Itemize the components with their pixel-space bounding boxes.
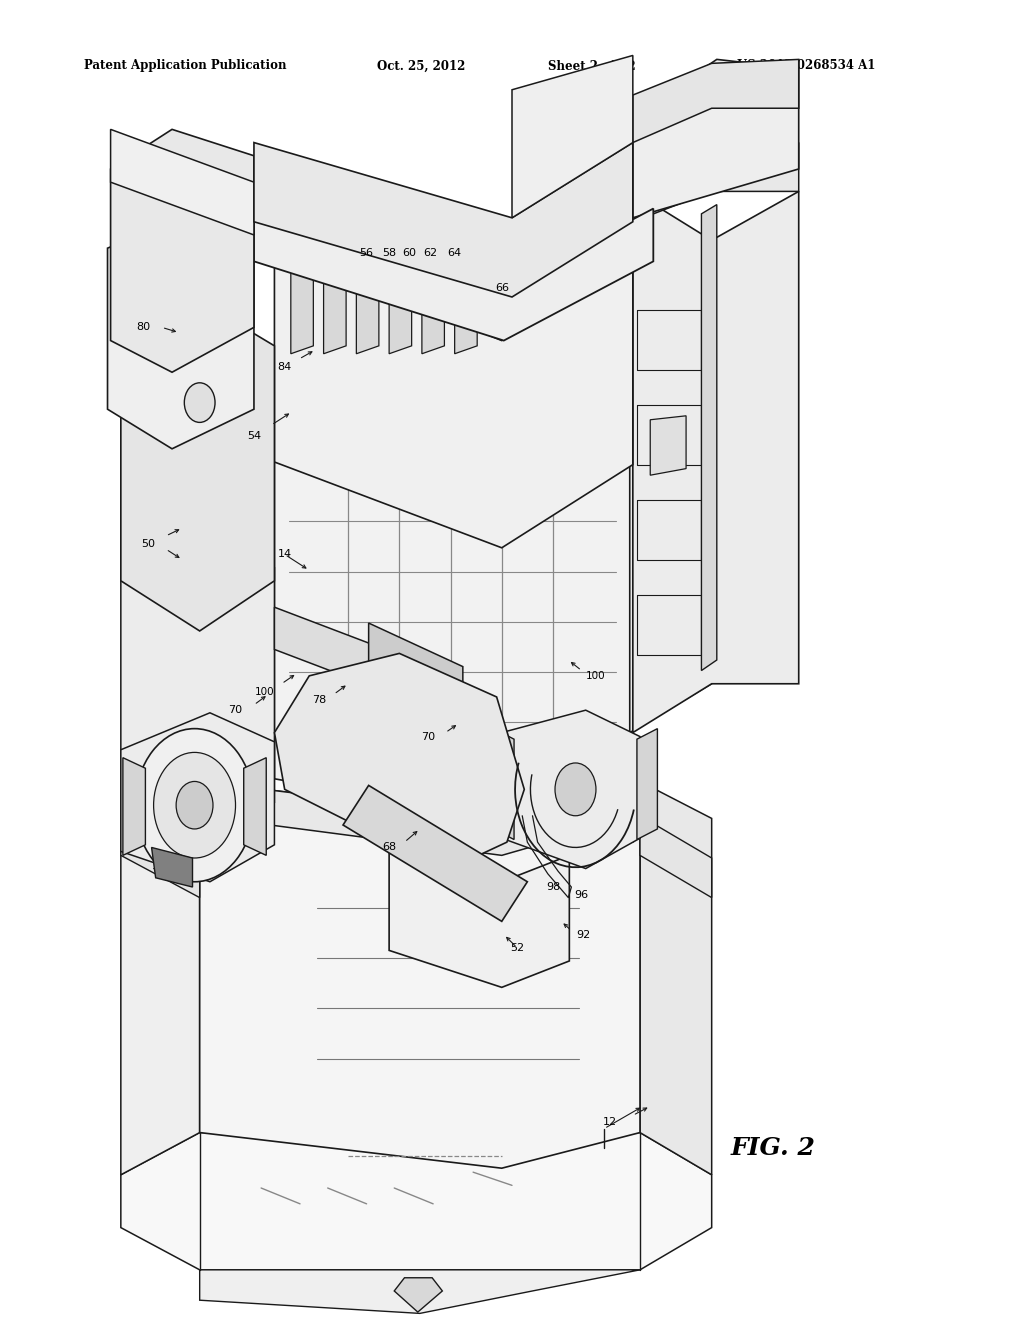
- Text: 62: 62: [423, 248, 437, 259]
- Polygon shape: [274, 607, 399, 697]
- Text: 96: 96: [574, 890, 589, 900]
- Polygon shape: [111, 129, 254, 235]
- Polygon shape: [244, 758, 266, 855]
- Polygon shape: [640, 781, 712, 1175]
- Polygon shape: [422, 253, 444, 354]
- Polygon shape: [121, 781, 200, 1175]
- Polygon shape: [274, 248, 633, 548]
- Polygon shape: [121, 1133, 712, 1270]
- Text: 58: 58: [382, 248, 396, 259]
- Polygon shape: [200, 781, 640, 1168]
- Polygon shape: [121, 816, 200, 898]
- Circle shape: [176, 781, 213, 829]
- Polygon shape: [633, 59, 799, 143]
- Text: 70: 70: [421, 731, 435, 742]
- Polygon shape: [502, 710, 640, 869]
- Text: 68: 68: [382, 842, 396, 853]
- Polygon shape: [121, 713, 274, 882]
- Text: US 2012/0268534 A1: US 2012/0268534 A1: [737, 59, 876, 73]
- Polygon shape: [324, 253, 346, 354]
- Polygon shape: [200, 1270, 640, 1313]
- Circle shape: [135, 729, 254, 882]
- Polygon shape: [633, 191, 799, 733]
- Text: 50: 50: [141, 539, 156, 549]
- Polygon shape: [633, 59, 799, 218]
- Polygon shape: [343, 785, 527, 921]
- Text: 64: 64: [447, 248, 462, 259]
- Text: 66: 66: [495, 282, 509, 293]
- Text: Sheet 2 of 22: Sheet 2 of 22: [548, 59, 636, 73]
- Text: 84: 84: [278, 362, 292, 372]
- Polygon shape: [650, 416, 686, 475]
- Text: 12: 12: [603, 1117, 617, 1127]
- Polygon shape: [274, 653, 524, 865]
- Circle shape: [184, 383, 215, 422]
- Text: 92: 92: [577, 929, 591, 940]
- Polygon shape: [637, 729, 657, 840]
- Text: 14: 14: [278, 549, 292, 560]
- Polygon shape: [254, 209, 653, 341]
- Text: 54: 54: [247, 430, 261, 441]
- Text: 60: 60: [402, 248, 417, 259]
- Polygon shape: [701, 205, 717, 671]
- Text: 100: 100: [254, 686, 274, 697]
- Text: Oct. 25, 2012: Oct. 25, 2012: [377, 59, 465, 73]
- Polygon shape: [356, 253, 379, 354]
- Polygon shape: [200, 781, 640, 855]
- Polygon shape: [121, 301, 274, 631]
- Polygon shape: [633, 143, 799, 222]
- Polygon shape: [630, 327, 712, 733]
- Polygon shape: [254, 143, 633, 297]
- Polygon shape: [389, 842, 569, 987]
- Text: 80: 80: [136, 322, 151, 333]
- Polygon shape: [123, 758, 145, 855]
- Polygon shape: [274, 376, 630, 818]
- Polygon shape: [389, 253, 412, 354]
- Polygon shape: [291, 253, 313, 354]
- Text: 56: 56: [359, 248, 374, 259]
- Text: FIG. 2: FIG. 2: [731, 1137, 815, 1160]
- Text: 70: 70: [228, 705, 243, 715]
- Polygon shape: [152, 847, 193, 887]
- Text: 100: 100: [586, 671, 606, 681]
- Polygon shape: [455, 253, 477, 354]
- Polygon shape: [394, 1278, 442, 1312]
- Polygon shape: [111, 129, 254, 372]
- Text: 78: 78: [312, 694, 327, 705]
- Polygon shape: [121, 525, 274, 858]
- Polygon shape: [369, 623, 463, 723]
- Polygon shape: [494, 729, 514, 840]
- Circle shape: [555, 763, 596, 816]
- Text: Patent Application Publication: Patent Application Publication: [84, 59, 287, 73]
- Polygon shape: [586, 737, 640, 842]
- Text: 52: 52: [510, 942, 524, 953]
- Circle shape: [154, 752, 236, 858]
- Polygon shape: [108, 222, 254, 449]
- Text: 98: 98: [546, 882, 560, 892]
- Polygon shape: [512, 55, 633, 218]
- Polygon shape: [640, 816, 712, 898]
